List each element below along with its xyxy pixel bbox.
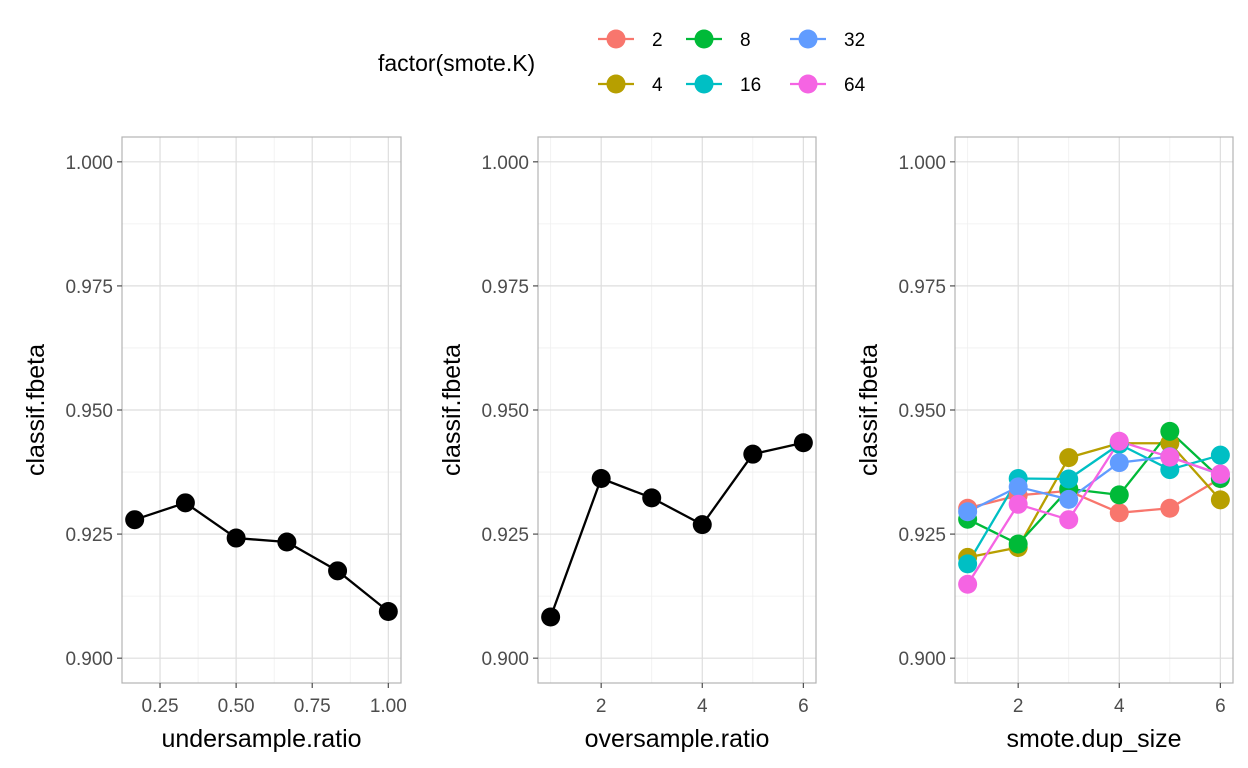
data-point-k32 <box>1109 453 1129 473</box>
legend-key-point <box>606 74 626 94</box>
y-tick-label: 0.900 <box>65 649 113 670</box>
y-tick-label: 0.950 <box>898 401 946 422</box>
y-tick-label: 0.900 <box>898 649 946 670</box>
data-point-k32 <box>1059 489 1079 509</box>
data-point-k8 <box>1160 421 1180 441</box>
legend-key-16: 16 <box>686 74 761 96</box>
data-point-k16 <box>1210 445 1230 465</box>
legend-label: 8 <box>740 30 751 51</box>
legend-label: 16 <box>740 75 761 96</box>
data-point <box>642 488 662 508</box>
y-tick-label: 0.925 <box>481 525 529 546</box>
legend-key-2: 2 <box>598 29 663 51</box>
x-tick-label: 6 <box>1215 696 1226 717</box>
data-point <box>175 493 195 513</box>
data-point-k16 <box>1059 469 1079 489</box>
legend-label: 2 <box>652 30 663 51</box>
x-axis-title: smote.dup_size <box>1006 725 1181 753</box>
data-point-k64 <box>1059 510 1079 530</box>
y-tick-label: 0.925 <box>65 525 113 546</box>
legend-title: factor(smote.K) <box>378 50 535 76</box>
data-point <box>793 433 813 453</box>
legend-label: 4 <box>652 75 663 96</box>
y-axis-title: classif.fbeta <box>438 344 466 476</box>
x-tick-label: 0.25 <box>142 696 179 717</box>
y-tick-label: 1.000 <box>65 153 113 174</box>
legend-key-point <box>798 29 818 49</box>
series-line <box>549 441 804 618</box>
legend-key-point <box>694 29 714 49</box>
data-point-k64 <box>958 574 978 594</box>
y-tick-label: 0.950 <box>481 401 529 422</box>
chart-panel-2: 0.900 0.925 0.950 0.975 1.000 2 4 6 oversample.r… <box>438 136 817 753</box>
data-point <box>591 468 611 488</box>
data-point <box>328 561 348 581</box>
x-axis-title: oversample.ratio <box>585 725 770 753</box>
x-tick-label: 0.75 <box>294 696 331 717</box>
chart-panel-1: 0.900 0.925 0.950 0.975 1.000 0.25 0.50 0.75 1.0… <box>22 136 407 753</box>
data-point-k2 <box>1109 503 1129 523</box>
data-point <box>743 444 763 464</box>
y-tick-label: 0.975 <box>65 277 113 298</box>
y-tick-label: 0.975 <box>898 277 946 298</box>
data-point-k2 <box>1160 498 1180 518</box>
data-point-k64 <box>1109 431 1129 451</box>
y-axis-title: classif.fbeta <box>22 344 50 476</box>
y-tick-label: 0.925 <box>898 525 946 546</box>
legend-key-point <box>606 29 626 49</box>
data-point-k8 <box>1008 534 1028 554</box>
data-point <box>692 515 712 535</box>
legend-label: 64 <box>844 75 866 96</box>
chart-panels: 0.900 0.925 0.950 0.975 1.000 0.25 0.50 0.75 1.0… <box>22 136 1234 753</box>
y-tick-label: 1.000 <box>898 153 946 174</box>
data-point-k4 <box>1210 490 1230 510</box>
legend-key-point <box>694 74 714 94</box>
chart-panel-3: 0.900 0.925 0.950 0.975 1.000 2 4 6 smote.dup_si… <box>855 136 1234 753</box>
legend-key-32: 32 <box>790 29 865 51</box>
x-tick-label: 4 <box>697 696 708 717</box>
x-tick-label: 6 <box>798 696 809 717</box>
y-tick-label: 0.900 <box>481 649 529 670</box>
data-point <box>541 607 561 627</box>
data-point-k32 <box>1008 477 1028 497</box>
series-line-k2 <box>967 477 1221 514</box>
data-point-k8 <box>1109 485 1129 505</box>
legend-key-64: 64 <box>790 74 866 96</box>
x-tick-label: 0.50 <box>218 696 255 717</box>
data-point <box>277 532 297 552</box>
legend-label: 32 <box>844 30 865 51</box>
data-point <box>125 510 145 530</box>
legend-key-point <box>798 74 818 94</box>
data-point-k64 <box>1008 494 1028 514</box>
y-tick-label: 1.000 <box>481 153 529 174</box>
x-axis-title: undersample.ratio <box>161 725 361 753</box>
x-tick-label: 2 <box>596 696 607 717</box>
data-point-k32 <box>958 502 978 522</box>
y-tick-label: 0.950 <box>65 401 113 422</box>
x-tick-label: 2 <box>1013 696 1024 717</box>
legend-key-4: 4 <box>598 74 663 96</box>
data-point-k64 <box>1210 464 1230 484</box>
y-tick-label: 0.975 <box>481 277 529 298</box>
y-axis-title: classif.fbeta <box>855 344 883 476</box>
data-point-k64 <box>1160 447 1180 467</box>
data-point <box>378 602 398 622</box>
series-line-k8 <box>967 430 1222 546</box>
x-tick-label: 1.00 <box>370 696 407 717</box>
legend-key-8: 8 <box>686 29 751 51</box>
x-tick-label: 4 <box>1114 696 1125 717</box>
data-point <box>226 528 246 548</box>
data-point-k4 <box>1059 448 1079 468</box>
legend: factor(smote.K) 2 4 8 16 32 64 <box>378 29 866 96</box>
data-point-k16 <box>958 554 978 574</box>
